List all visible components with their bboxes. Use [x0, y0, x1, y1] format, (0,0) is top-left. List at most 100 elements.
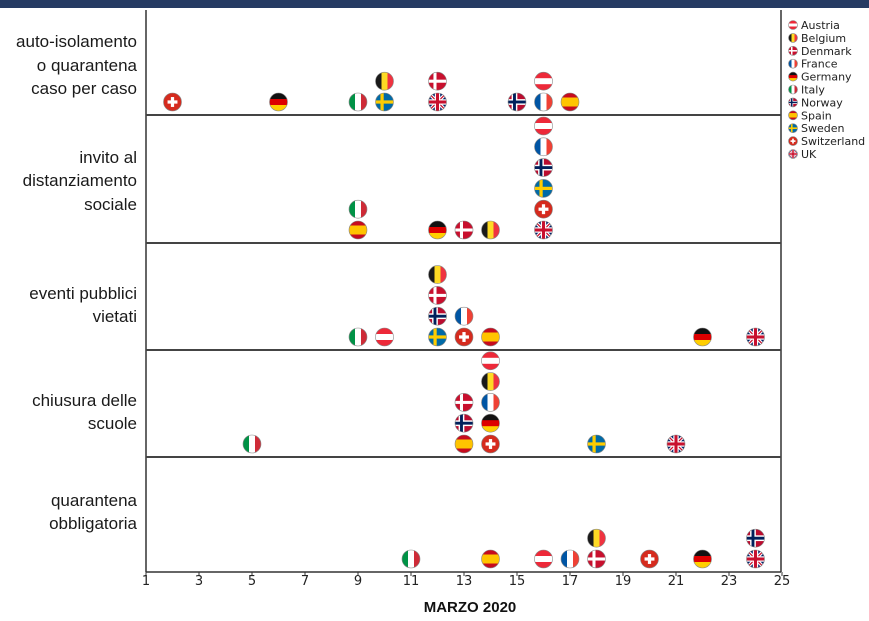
- flag-point-belgium: [481, 220, 500, 240]
- flag-point-norway: [534, 158, 553, 177]
- x-tick-label: 21: [668, 574, 685, 589]
- legend-entry: Italy: [801, 84, 825, 97]
- x-tick-label: 7: [301, 574, 309, 589]
- flag-point-france: [534, 92, 553, 112]
- flag-point-belgium: [428, 265, 447, 284]
- flag-point-uk: [746, 549, 765, 569]
- flag-point-france: [481, 393, 500, 412]
- flag-point-france: [560, 549, 580, 569]
- legend-entry: France: [801, 58, 838, 71]
- flag-point-belgium: [587, 528, 606, 548]
- flag-point-austria: [534, 549, 553, 569]
- legend-flag-switzerland-icon: [788, 136, 798, 146]
- flag-point-switzerland: [454, 327, 474, 347]
- flag-point-sweden: [587, 434, 606, 454]
- flag-point-germany: [693, 327, 712, 347]
- row-label-line: distanziamento: [23, 171, 137, 190]
- x-tick-label: 19: [615, 574, 632, 589]
- flag-point-austria: [375, 327, 394, 347]
- flag-point-germany: [481, 413, 500, 433]
- flag-point-spain: [348, 220, 368, 240]
- legend-flag-denmark-icon: [788, 45, 798, 56]
- flag-point-norway: [746, 528, 765, 548]
- legend-entry: Sweden: [801, 122, 844, 135]
- flag-point-denmark: [454, 393, 474, 412]
- flag-point-denmark: [587, 549, 606, 569]
- legend-entry: Germany: [801, 71, 852, 84]
- flag-point-italy: [242, 434, 262, 454]
- row-label-line: scuole: [88, 414, 137, 433]
- flag-point-switzerland: [481, 434, 500, 454]
- flag-point-germany: [693, 549, 712, 569]
- x-tick-label: 17: [562, 574, 579, 589]
- legend-flag-italy-icon: [788, 84, 798, 95]
- flag-point-norway: [428, 306, 447, 326]
- legend-flag-spain-icon: [788, 110, 798, 121]
- flag-point-italy: [348, 199, 368, 219]
- flag-point-belgium: [375, 71, 394, 91]
- x-tick-label: 25: [774, 574, 791, 589]
- row-label-line: invito al: [79, 148, 137, 167]
- flag-point-spain: [560, 92, 580, 112]
- flag-point-denmark: [454, 220, 474, 240]
- flag-point-spain: [454, 434, 474, 454]
- row-label-line: auto-isolamento: [16, 32, 137, 51]
- row-label-line: chiusura delle: [32, 391, 137, 410]
- row-label-line: sociale: [84, 195, 137, 214]
- legend-entry: Denmark: [801, 45, 852, 58]
- flag-point-france: [534, 137, 553, 157]
- legend-flag-belgium-icon: [788, 33, 798, 43]
- flag-point-austria: [534, 116, 553, 136]
- row-label-line: caso per caso: [31, 79, 137, 98]
- flag-point-denmark: [428, 71, 447, 91]
- flag-point-sweden: [375, 92, 394, 112]
- legend-flag-norway-icon: [788, 97, 798, 108]
- x-axis-ticks: 1 3 5 7 9 11 13 15 17 19 21 23 25: [142, 572, 790, 589]
- flag-point-belgium: [481, 372, 500, 391]
- x-tick-label: 5: [248, 574, 256, 589]
- flag-point-uk: [666, 434, 686, 454]
- legend-entry: Austria: [801, 19, 840, 32]
- flag-point-spain: [481, 549, 500, 569]
- flag-point-spain: [481, 327, 500, 347]
- flag-point-uk: [746, 327, 765, 347]
- legend-flag-germany-icon: [788, 71, 798, 82]
- plot-frame: [145, 10, 782, 573]
- row-label-line: eventi pubblici: [29, 284, 137, 303]
- row-label-line: vietati: [93, 307, 137, 326]
- legend-flag-france-icon: [788, 58, 798, 69]
- legend: AustriaBelgiumDenmarkFranceGermanyItalyN…: [788, 19, 865, 161]
- x-tick-label: 9: [354, 574, 362, 589]
- x-tick-label: 15: [509, 574, 526, 589]
- flag-point-germany: [428, 220, 447, 240]
- legend-flag-sweden-icon: [788, 123, 798, 133]
- x-tick-label: 11: [403, 574, 420, 589]
- legend-flag-uk-icon: [788, 149, 798, 159]
- flag-point-sweden: [534, 179, 553, 198]
- x-tick-label: 13: [456, 574, 473, 589]
- flag-point-switzerland: [640, 549, 659, 569]
- flag-point-denmark: [428, 286, 447, 305]
- x-tick-label: 1: [142, 574, 150, 589]
- legend-entry: Norway: [801, 96, 843, 109]
- legend-flag-austria-icon: [788, 20, 798, 30]
- flag-point-austria: [534, 71, 553, 91]
- x-tick-label: 3: [195, 574, 203, 589]
- x-tick-label: 23: [721, 574, 738, 589]
- row-label-line: o quarantena: [37, 56, 138, 75]
- flag-point-norway: [454, 413, 474, 433]
- top-accent-bar: [0, 0, 869, 8]
- legend-entry: UK: [801, 148, 817, 161]
- flag-point-uk: [534, 220, 553, 240]
- row-label-line: obbligatoria: [49, 514, 137, 533]
- flag-point-uk: [428, 92, 447, 112]
- legend-entry: Spain: [801, 109, 832, 122]
- flag-point-switzerland: [163, 92, 182, 112]
- row-labels: auto-isolamento o quarantena caso per caso…: [16, 32, 138, 533]
- flag-point-sweden: [428, 327, 447, 347]
- x-axis-label: MARZO 2020: [424, 599, 517, 616]
- flag-point-norway: [507, 92, 527, 112]
- flag-point-italy: [401, 549, 421, 569]
- flag-point-germany: [269, 92, 288, 112]
